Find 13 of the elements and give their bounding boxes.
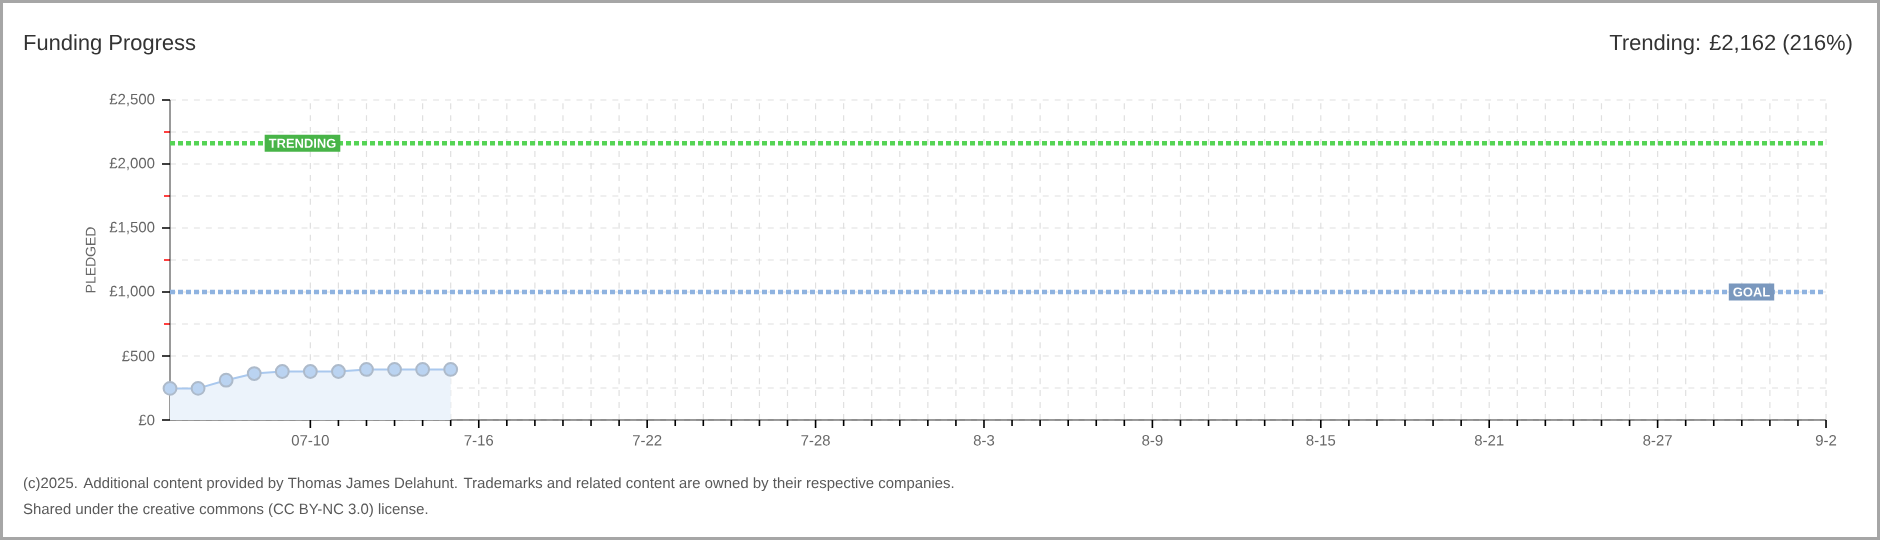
point — [302, 364, 318, 379]
point — [387, 362, 402, 377]
point — [274, 364, 290, 379]
chart-title: Funding Progress — [24, 34, 196, 55]
point — [162, 380, 178, 396]
point — [246, 366, 262, 381]
chart-subtitle: Trending: £2,162 (216%) — [1609, 34, 1852, 55]
point — [443, 362, 459, 377]
point — [415, 362, 431, 377]
point — [218, 372, 234, 388]
point — [331, 364, 346, 379]
point — [359, 362, 374, 377]
point — [190, 380, 206, 396]
